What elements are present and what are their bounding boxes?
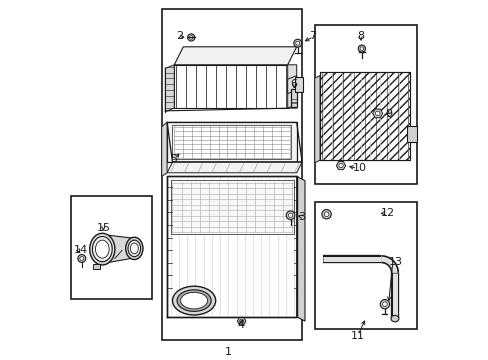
Text: 1: 1 [224, 347, 231, 357]
Ellipse shape [180, 292, 207, 309]
Text: 2: 2 [176, 31, 183, 41]
Bar [314, 25, 416, 184]
Polygon shape [167, 176, 296, 317]
Polygon shape [102, 235, 134, 264]
Polygon shape [237, 318, 245, 325]
Text: 4: 4 [237, 320, 244, 330]
Ellipse shape [95, 240, 109, 258]
Ellipse shape [130, 243, 138, 254]
Polygon shape [162, 122, 167, 176]
Bar [71, 196, 152, 299]
Text: 8: 8 [356, 31, 363, 41]
Text: 12: 12 [381, 208, 395, 218]
Circle shape [78, 255, 85, 262]
Text: 9: 9 [384, 109, 391, 120]
Polygon shape [92, 264, 100, 269]
Ellipse shape [128, 240, 141, 257]
Polygon shape [165, 65, 174, 112]
Text: 6: 6 [290, 79, 297, 89]
Polygon shape [172, 125, 291, 159]
Polygon shape [320, 72, 409, 160]
Circle shape [293, 39, 301, 47]
Text: 14: 14 [73, 245, 87, 255]
Polygon shape [336, 162, 345, 170]
Polygon shape [170, 180, 294, 234]
Polygon shape [174, 65, 287, 108]
Text: 13: 13 [387, 257, 402, 267]
Circle shape [187, 34, 194, 41]
Polygon shape [287, 65, 296, 108]
Text: 5: 5 [170, 154, 177, 164]
Circle shape [239, 319, 243, 323]
Circle shape [288, 213, 292, 217]
Circle shape [358, 45, 365, 52]
Polygon shape [314, 76, 320, 163]
Circle shape [80, 256, 83, 261]
Ellipse shape [390, 315, 398, 322]
Polygon shape [287, 76, 296, 94]
Text: 7: 7 [309, 31, 316, 41]
Ellipse shape [92, 237, 112, 262]
Polygon shape [167, 122, 296, 162]
Circle shape [189, 36, 193, 39]
Polygon shape [296, 176, 305, 321]
Circle shape [380, 300, 389, 309]
Circle shape [382, 302, 386, 307]
Polygon shape [372, 109, 382, 118]
Polygon shape [167, 162, 302, 173]
Bar [290, 89, 296, 107]
Bar [406, 126, 416, 142]
Circle shape [359, 47, 363, 50]
Text: 10: 10 [352, 163, 366, 174]
Polygon shape [174, 47, 296, 65]
Bar [294, 77, 302, 92]
Circle shape [285, 211, 294, 220]
Ellipse shape [177, 290, 211, 311]
Circle shape [321, 210, 330, 219]
Ellipse shape [125, 237, 142, 260]
Circle shape [375, 111, 379, 116]
Bar [162, 9, 302, 340]
Ellipse shape [172, 286, 215, 315]
Circle shape [338, 163, 343, 168]
Text: 11: 11 [350, 330, 364, 341]
Circle shape [324, 212, 328, 216]
Text: 3: 3 [297, 212, 304, 222]
Bar [314, 202, 416, 329]
Text: 15: 15 [96, 222, 110, 233]
Circle shape [295, 41, 299, 45]
Ellipse shape [89, 233, 115, 265]
